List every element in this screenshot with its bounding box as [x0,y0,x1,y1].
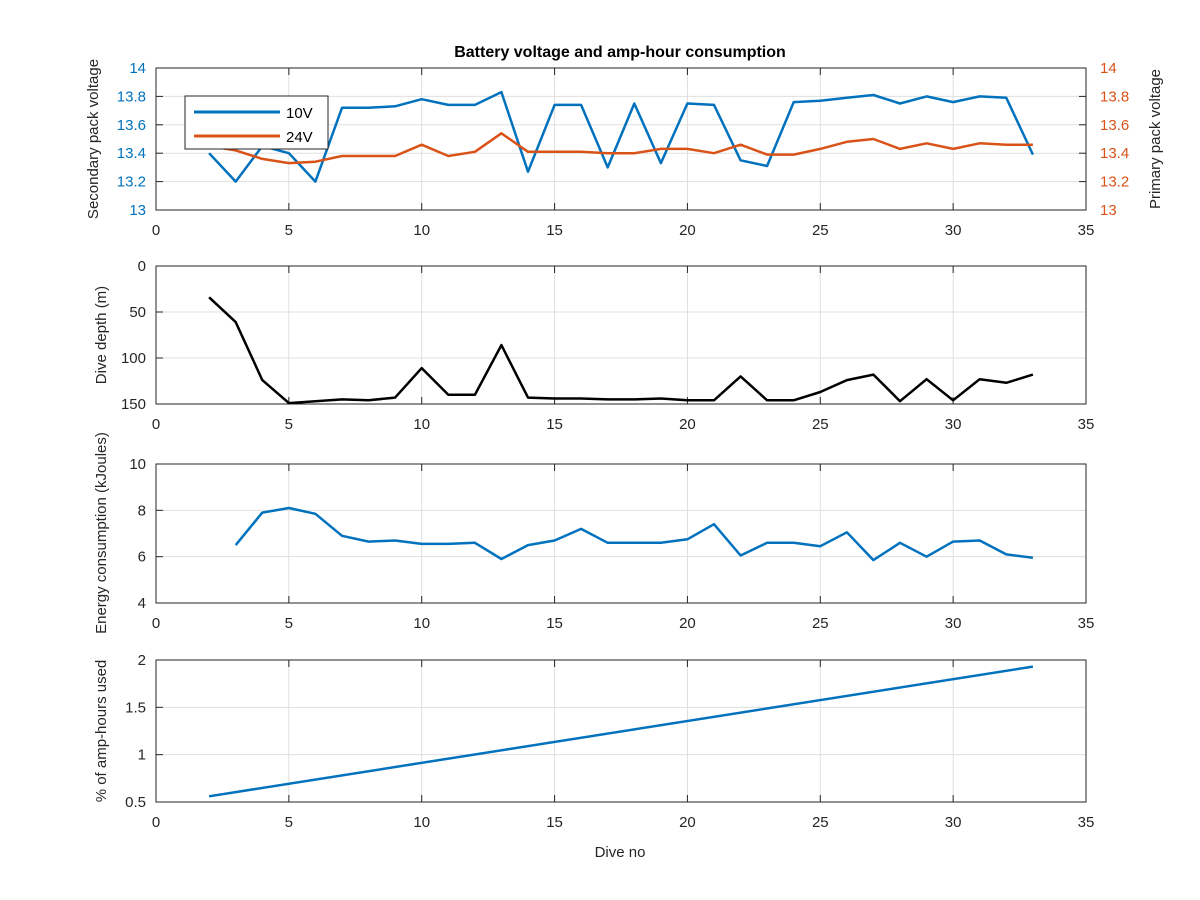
depth-x-tick-label: 35 [1078,416,1095,433]
voltage-right-tick-label: 14 [1100,60,1117,77]
energy-x-tick-label: 0 [152,615,160,632]
energy-y-tick-label: 8 [138,502,146,519]
depth-y-tick-label: 150 [121,396,146,413]
voltage-x-tick-label: 30 [945,222,962,239]
voltage-right-tick-label: 13.8 [1100,88,1129,105]
depth-x-tick-label: 0 [152,416,160,433]
depth-x-tick-label: 25 [812,416,829,433]
amp-hours-y-tick-label: 2 [138,652,146,669]
x-axis-label: Dive no [595,844,646,861]
voltage-right-tick-label: 13.4 [1100,145,1129,162]
energy-x-tick-label: 20 [679,615,696,632]
amp-hours-x-tick-label: 30 [945,814,962,831]
voltage-line-24v [208,132,1033,165]
energy-y-tick-label: 6 [138,549,146,566]
depth-x-tick-label: 20 [679,416,696,433]
energy-line-series-1 [234,506,1034,562]
voltage-x-tick-label: 10 [413,222,430,239]
depth-plot-frame [155,265,1087,405]
depth-y-tick-label: 100 [121,350,146,367]
depth-x-tick-label: 15 [546,416,563,433]
energy-x-tick-label: 10 [413,615,430,632]
amp-hours-line-series-1 [208,665,1034,798]
voltage-y-tick-label: 13.4 [117,145,146,162]
energy-x-tick-label: 5 [285,615,293,632]
depth-x-tick-label: 5 [285,416,293,433]
voltage-x-tick-label: 5 [285,222,293,239]
energy-y-tick-label: 10 [129,456,146,473]
voltage-y-tick-label: 13.6 [117,117,146,134]
voltage-y-tick-label: 13.2 [117,174,146,191]
voltage-x-tick-label: 0 [152,222,160,239]
depth-axes: 0 5 10 15 20 25 30 35 0 50 100 150 Dive depth (m) [93,258,1094,433]
legend-label-24v: 24V [286,129,313,146]
energy-x-tick-label: 35 [1078,615,1095,632]
chart-title: Battery voltage and amp-hour consumption [454,44,786,61]
voltage-x-tick-label: 20 [679,222,696,239]
amp-hours-x-tick-label: 25 [812,814,829,831]
amp-hours-x-tick-label: 20 [679,814,696,831]
energy-y-axis-label: Energy consumption (kJoules) [93,432,110,634]
voltage-x-tick-label: 35 [1078,222,1095,239]
voltage-right-tick-label: 13.6 [1100,117,1129,134]
depth-line-series-1 [208,296,1034,405]
energy-x-tick-label: 30 [945,615,962,632]
voltage-line-10v [208,90,1035,183]
legend-box [184,95,329,150]
voltage-right-tick-label: 13.2 [1100,174,1129,191]
amp-hours-y-tick-label: 1.5 [125,699,146,716]
amp-hours-x-tick-label: 5 [285,814,293,831]
voltage-y-tick-label: 13.8 [117,88,146,105]
amp-hours-x-tick-label: 35 [1078,814,1095,831]
depth-y-axis-label: Dive depth (m) [93,286,110,384]
energy-x-tick-label: 15 [546,615,563,632]
amp-hours-plot-frame [155,659,1087,803]
depth-y-tick-label: 50 [129,304,146,321]
voltage-x-tick-label: 25 [812,222,829,239]
voltage-right-tick-label: 13 [1100,202,1117,219]
voltage-plot-frame [155,67,1087,211]
voltage-legend: 10V 24V [184,95,329,150]
voltage-right-axis-label: Primary pack voltage [1147,69,1164,209]
depth-x-tick-label: 10 [413,416,430,433]
voltage-y-axis-label: Secondary pack voltage [85,59,102,219]
energy-y-tick-label: 4 [138,595,146,612]
energy-plot-frame [155,463,1087,604]
depth-y-tick-label: 0 [138,258,146,275]
voltage-x-tick-label: 15 [546,222,563,239]
amp-hours-y-tick-label: 0.5 [125,794,146,811]
amp-hours-x-tick-label: 0 [152,814,160,831]
amp-hours-axes: 0 5 10 15 20 25 30 35 0.5 1 1.5 2 % of amp-hours use… [93,652,1094,831]
depth-x-tick-label: 30 [945,416,962,433]
amp-hours-y-tick-label: 1 [138,747,146,764]
legend-label-10v: 10V [286,105,313,122]
voltage-y-tick-label: 14 [129,60,146,77]
energy-axes: 0 5 10 15 20 25 30 35 4 6 8 10 Energy consumption (k… [93,432,1094,634]
energy-x-tick-label: 25 [812,615,829,632]
voltage-y-tick-label: 13 [129,202,146,219]
amp-hours-x-tick-label: 15 [546,814,563,831]
amp-hours-y-axis-label: % of amp-hours used [93,660,110,803]
amp-hours-x-tick-label: 10 [413,814,430,831]
